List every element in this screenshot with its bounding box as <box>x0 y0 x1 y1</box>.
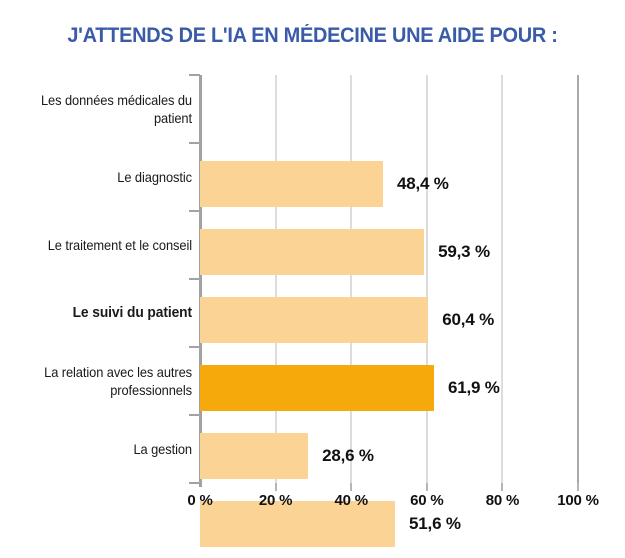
x-tick-label: 60 % <box>410 492 444 509</box>
gridline-60 <box>425 75 428 483</box>
value-label: 61,9 % <box>447 378 500 397</box>
gridline-40 <box>350 75 353 483</box>
x-tick-label: 40 % <box>334 492 368 509</box>
y-axis-tick <box>189 210 200 212</box>
x-tick-label: 100 % <box>557 492 599 509</box>
x-axis-tick <box>425 483 428 491</box>
x-axis: 0 % 20 % 40 % 60 % 80 % 100 % <box>187 492 599 516</box>
y-axis-line <box>199 75 202 487</box>
category-label: Le suivi du patient <box>72 304 193 322</box>
bar-relation-professionnels <box>200 433 309 479</box>
bar-traitement-conseil <box>200 297 429 343</box>
value-label: 51,6 % <box>409 514 461 533</box>
category-label: Le traitement et le conseil <box>47 236 192 253</box>
value-label: 48,4 % <box>396 174 449 193</box>
value-label: 59,3 % <box>438 242 490 261</box>
x-tick-label: 20 % <box>258 492 293 509</box>
x-axis-tick <box>274 483 277 491</box>
y-axis-tick <box>189 74 200 76</box>
value-label: 28,6 % <box>322 446 374 465</box>
plot-area: 48,4 % 59,3 % 60,4 % 61,9 % 28,6 % 51,6 … <box>189 74 579 547</box>
x-axis-tick <box>501 483 504 491</box>
x-tick-label: 0 % <box>187 492 213 509</box>
category-label: Le diagnostic <box>117 168 192 185</box>
y-axis-tick <box>189 278 200 280</box>
bar-donnees-medicales <box>200 161 383 207</box>
gridline-20 <box>274 75 277 483</box>
y-axis-tick <box>189 346 200 348</box>
category-label: La gestion <box>133 440 192 457</box>
value-label: 60,4 % <box>442 310 495 329</box>
x-axis-tick <box>350 483 353 491</box>
y-axis-tick <box>189 142 200 144</box>
y-axis-tick <box>189 414 200 416</box>
x-tick-label: 80 % <box>485 492 520 509</box>
y-axis-tick <box>189 482 200 484</box>
bar-diagnostic <box>200 229 425 275</box>
bar-gestion <box>200 501 396 547</box>
bar-suivi-patient <box>200 365 434 411</box>
x-axis-tick <box>577 483 579 491</box>
category-label: Les données médicales du patient <box>40 91 193 126</box>
gridline-100 <box>577 75 579 483</box>
bar-chart-figure: J'ATTENDS DE L'IA EN MÉDECINE UNE AIDE P… <box>40 24 599 547</box>
category-label: La relation avec les autres professionne… <box>44 363 192 398</box>
chart-title: J'ATTENDS DE L'IA EN MÉDECINE UNE AIDE P… <box>67 24 558 47</box>
gridline-80 <box>501 75 504 483</box>
